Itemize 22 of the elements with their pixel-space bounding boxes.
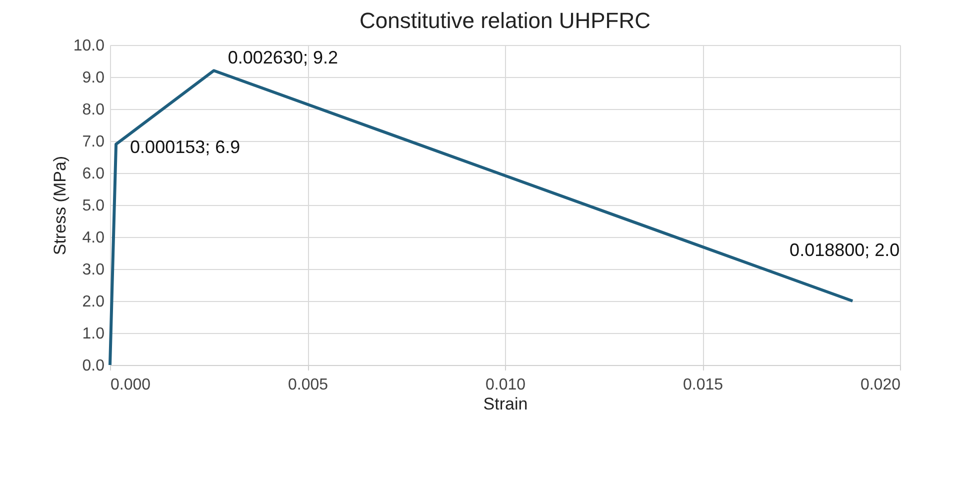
y-tick-label: 9.0	[82, 70, 105, 86]
x-axis-title: Strain	[483, 394, 528, 414]
y-tick-label: 2.0	[82, 294, 105, 310]
y-tick-label: 6.0	[82, 166, 105, 182]
x-tick-label: 0.015	[682, 376, 724, 394]
y-tick-label: 8.0	[82, 102, 105, 118]
x-tick-label: 0.005	[288, 376, 328, 394]
x-tick-label: 0.000	[110, 376, 151, 394]
annotation: 0.000153; 6.9	[130, 137, 240, 158]
y-tick-label: 1.0	[82, 326, 105, 342]
y-tick-label: 10.0	[73, 38, 105, 54]
x-tick-label: 0.010	[485, 376, 526, 394]
y-tick-label: 3.0	[82, 262, 105, 278]
y-tick-label: 7.0	[82, 134, 105, 150]
y-tick-label: 4.0	[82, 230, 105, 246]
y-tick-label: 0.0	[82, 358, 105, 374]
x-tick-label: 0.020	[860, 376, 901, 394]
annotation: 0.002630; 9.2	[228, 48, 338, 68]
annotation: 0.018800; 2.0	[790, 240, 900, 260]
chart-title: Constitutive relation UHPFRC	[360, 8, 651, 33]
y-axis-title: Stress (MPa)	[50, 156, 70, 256]
y-tick-label: 5.0	[82, 198, 105, 214]
